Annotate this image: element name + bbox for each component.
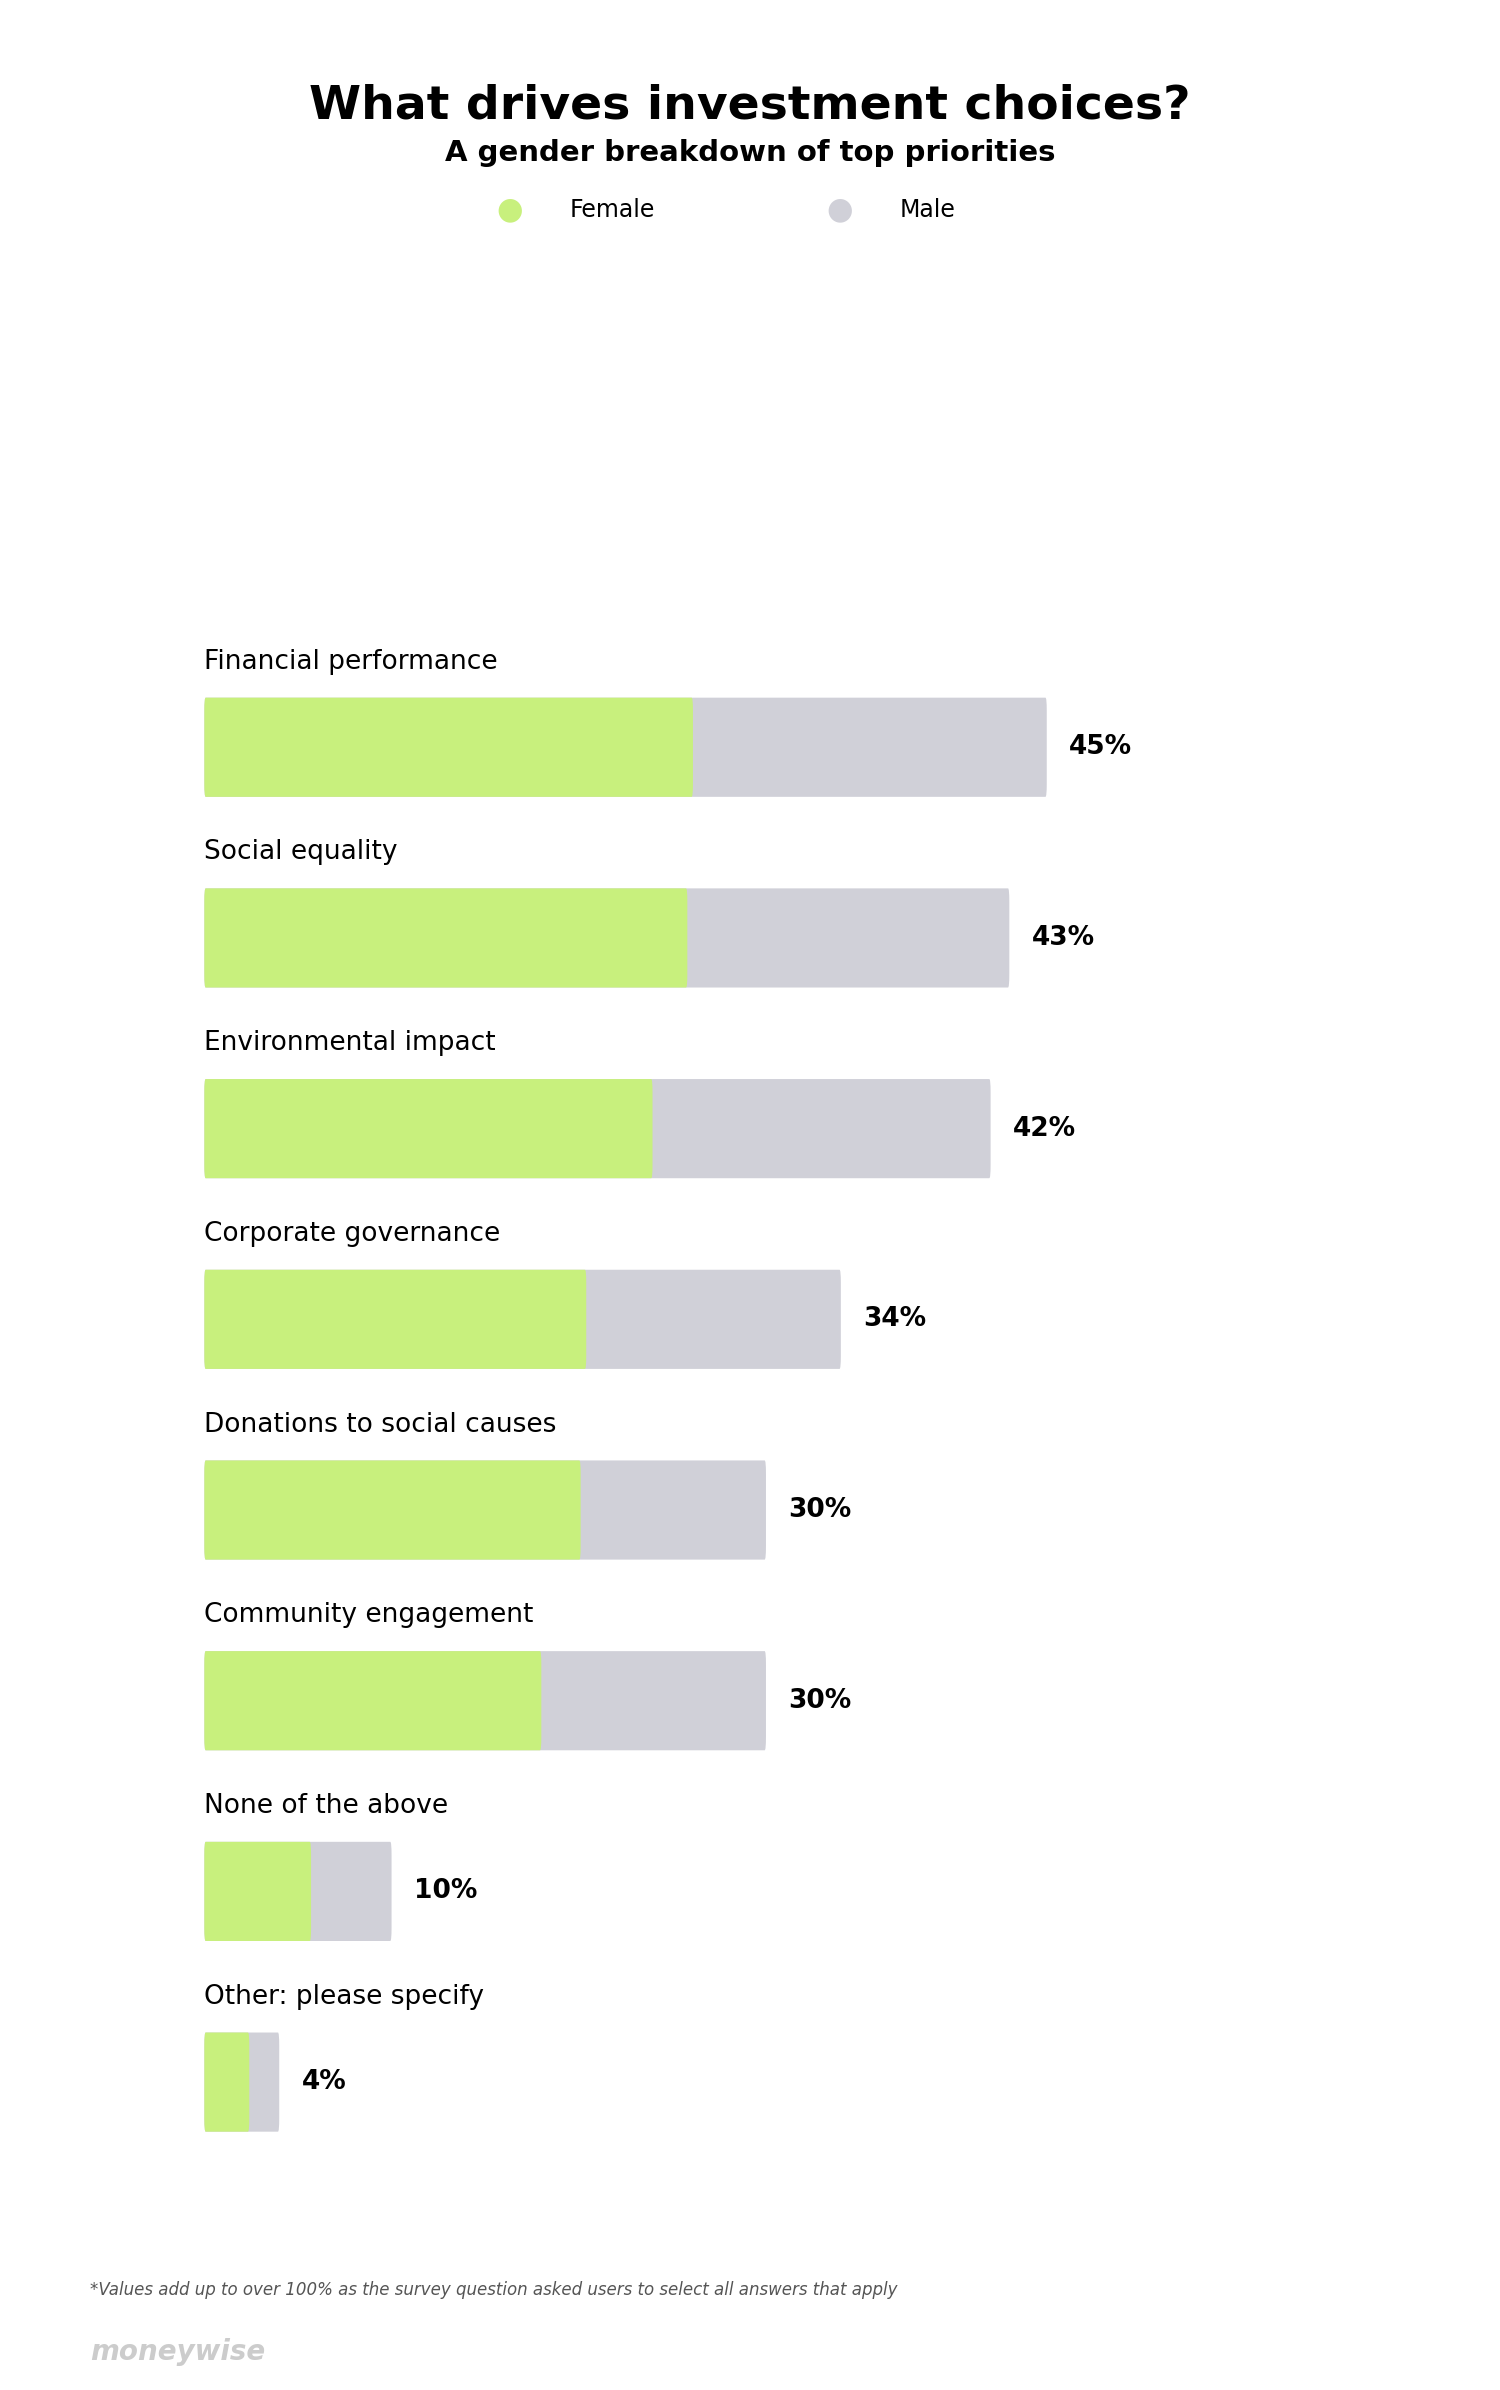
Text: *Values add up to over 100% as the survey question asked users to select all ans: *Values add up to over 100% as the surve… [90,2280,897,2299]
FancyBboxPatch shape [204,1460,580,1561]
FancyBboxPatch shape [204,698,1047,796]
FancyBboxPatch shape [204,1460,766,1561]
FancyBboxPatch shape [204,889,1010,987]
Text: ●: ● [496,196,523,225]
Text: ●: ● [827,196,854,225]
Text: 34%: 34% [864,1307,927,1331]
FancyBboxPatch shape [204,2032,249,2132]
Text: Corporate governance: Corporate governance [204,1221,501,1248]
Text: A gender breakdown of top priorities: A gender breakdown of top priorities [444,139,1056,167]
Text: Male: Male [900,198,956,222]
Text: Community engagement: Community engagement [204,1601,534,1628]
Text: What drives investment choices?: What drives investment choices? [309,84,1191,129]
FancyBboxPatch shape [204,698,693,796]
Text: Other: please specify: Other: please specify [204,1984,484,2010]
Text: 45%: 45% [1070,734,1132,760]
FancyBboxPatch shape [204,1651,542,1749]
Text: Social equality: Social equality [204,839,398,865]
FancyBboxPatch shape [204,1843,310,1941]
Text: Female: Female [570,198,656,222]
Text: Financial performance: Financial performance [204,648,498,674]
FancyBboxPatch shape [204,1078,652,1178]
FancyBboxPatch shape [204,2032,279,2132]
Text: 30%: 30% [789,1687,852,1714]
Text: Donations to social causes: Donations to social causes [204,1412,556,1436]
FancyBboxPatch shape [204,1078,990,1178]
Text: None of the above: None of the above [204,1792,448,1819]
FancyBboxPatch shape [204,889,687,987]
Text: 42%: 42% [1013,1116,1076,1142]
Text: 30%: 30% [789,1496,852,1522]
FancyBboxPatch shape [204,1651,766,1749]
FancyBboxPatch shape [204,1269,586,1369]
FancyBboxPatch shape [204,1843,392,1941]
Text: Environmental impact: Environmental impact [204,1030,496,1056]
FancyBboxPatch shape [204,1269,842,1369]
Text: 10%: 10% [414,1879,477,1905]
Text: 43%: 43% [1032,925,1095,951]
Text: 4%: 4% [302,2070,346,2096]
Text: moneywise: moneywise [90,2337,266,2366]
